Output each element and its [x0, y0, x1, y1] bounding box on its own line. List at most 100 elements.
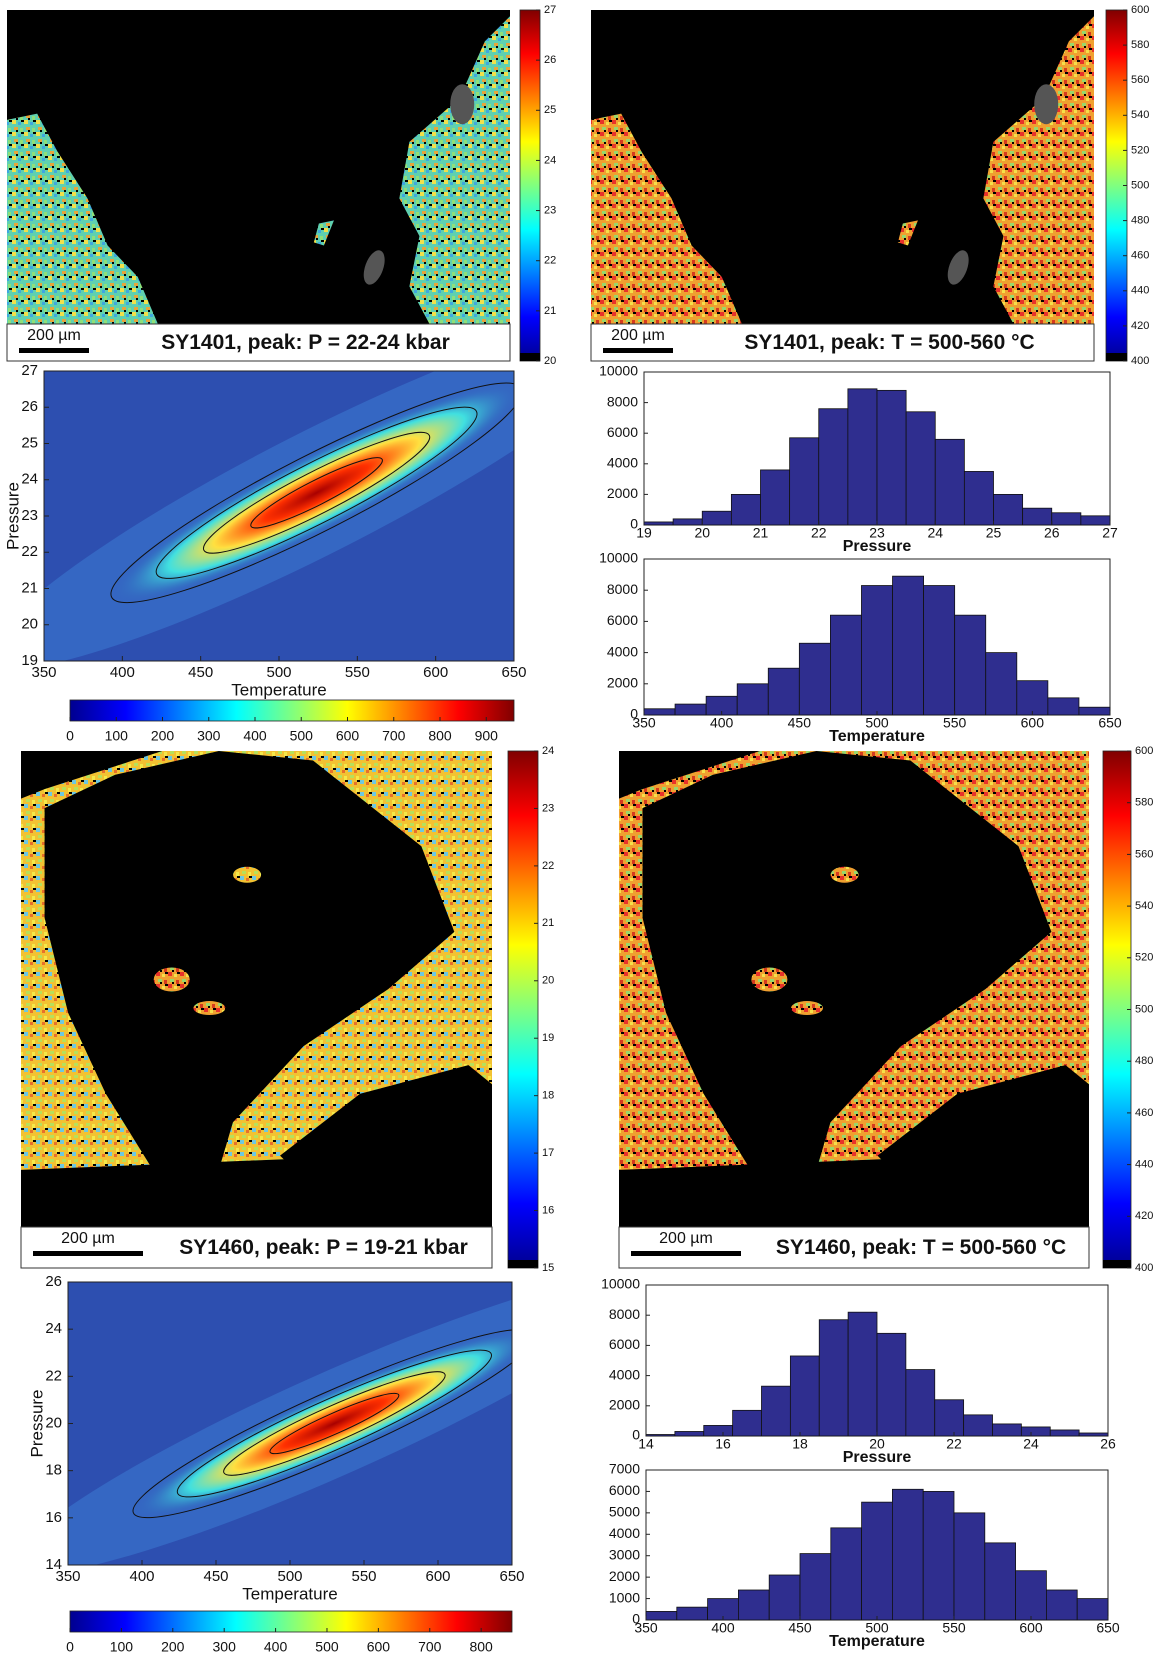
mineral-region	[399, 16, 510, 325]
scale-bar	[19, 348, 89, 353]
bar	[701, 510, 732, 526]
mineral-island	[830, 866, 859, 883]
x-tick-label: 26	[1044, 525, 1060, 541]
y-tick-label: 14	[45, 1556, 62, 1573]
bar	[760, 469, 791, 526]
y-tick-label: 20	[45, 1414, 62, 1431]
histogram-panel: 19 20 21 22 23 24 25 26 27 0 2000 4000 6000 8000 10000…	[599, 363, 1118, 556]
y-tick-label: 0	[632, 1427, 640, 1443]
colorbar-tick-label: 420	[1135, 1210, 1153, 1222]
x-tick-label: 400	[110, 664, 135, 681]
x-tick-label: 350	[634, 1620, 658, 1636]
y-tick-label: 0	[632, 1611, 640, 1627]
y-tick-label: 2000	[607, 675, 638, 691]
bar	[732, 1409, 762, 1437]
colorbar-tick-label: 600	[367, 1639, 391, 1655]
y-tick-label: 4000	[607, 455, 638, 471]
colorbar-tick-label: 400	[243, 728, 267, 744]
colorbar	[69, 1610, 513, 1633]
y-tick-label: 4000	[609, 1366, 640, 1382]
y-tick-label: 22	[21, 543, 38, 560]
colorbar-tick-label: 440	[1131, 285, 1149, 297]
map-caption: SY1460, peak: P = 19-21 kbar	[179, 1236, 468, 1259]
colorbar	[519, 9, 541, 362]
bar	[963, 1414, 993, 1437]
x-tick-label: 19	[636, 525, 652, 541]
colorbar-tick-label: 20	[542, 975, 554, 987]
mineral-island	[751, 967, 788, 992]
inclusion	[947, 250, 969, 285]
colorbar-tick-label: 480	[1131, 215, 1149, 227]
y-tick-label: 8000	[607, 393, 638, 409]
bar	[738, 1589, 770, 1621]
bar	[1047, 697, 1080, 716]
x-tick-label: 550	[351, 1568, 376, 1585]
y-tick-label: 27	[21, 362, 38, 379]
density	[68, 1282, 512, 1565]
y-tick-label: 10000	[599, 363, 638, 379]
caption-box	[20, 1226, 493, 1269]
bar	[963, 471, 994, 526]
bar	[861, 585, 893, 716]
bar	[736, 683, 769, 716]
x-tick-label: 22	[946, 1436, 962, 1452]
bar	[818, 408, 849, 526]
y-tick-label: 23	[21, 507, 38, 524]
colorbar-tick-label: 600	[1135, 745, 1153, 757]
x-tick-label: 600	[1021, 715, 1045, 731]
colorbar-tick-label: 520	[1135, 952, 1153, 964]
y-tick-label: 19	[21, 652, 38, 669]
x-tick-label: 450	[203, 1568, 228, 1585]
x-tick-label: 350	[55, 1568, 80, 1585]
bar	[892, 1488, 924, 1621]
bar	[676, 1606, 708, 1621]
scale-bar-label: 200 µm	[611, 327, 665, 344]
bar	[922, 1491, 955, 1621]
bar	[876, 1332, 907, 1437]
mineral-region	[983, 16, 1094, 325]
x-tick-label: 400	[129, 1568, 154, 1585]
y-tick-label: 5000	[609, 1504, 640, 1520]
y-tick-label: 0	[630, 516, 638, 532]
colorbar-tick-label: 580	[1131, 39, 1149, 51]
inclusion	[450, 84, 475, 125]
contour	[176, 1349, 492, 1498]
colorbar-tick-label: 600	[1131, 4, 1149, 16]
histogram-panel: 14 16 18 20 22 24 26 0 2000 4000 6000 8000 10000 Pres…	[601, 1276, 1116, 1467]
y-tick-label: 3000	[609, 1546, 640, 1562]
y-axis-label: Pressure	[27, 1389, 46, 1457]
y-tick-label: 2000	[607, 485, 638, 501]
contour	[202, 431, 431, 554]
bar	[1051, 512, 1082, 526]
x-tick-label: 20	[694, 525, 710, 541]
y-tick-label: 6000	[609, 1482, 640, 1498]
colorbar-tick-label: 21	[544, 305, 556, 317]
colorbar-tick-label: 100	[105, 728, 129, 744]
density-core	[132, 1329, 512, 1518]
y-tick-label: 26	[21, 398, 38, 415]
mineral-island	[193, 1001, 226, 1016]
bar	[1020, 1426, 1051, 1437]
x-axis-label: Pressure	[843, 538, 912, 555]
bar	[953, 1512, 986, 1621]
y-tick-label: 6000	[607, 612, 638, 628]
y-tick-label: 24	[21, 471, 38, 488]
colorbar-tick-label: 800	[428, 728, 452, 744]
colorbar-tick-label: 16	[542, 1204, 554, 1216]
bar	[861, 1501, 893, 1621]
y-tick-label: 4000	[607, 643, 638, 659]
x-tick-label: 600	[423, 664, 448, 681]
colorbar-tick-label: 200	[151, 728, 175, 744]
bar	[1015, 1570, 1047, 1621]
bar	[993, 493, 1024, 526]
bar	[876, 389, 907, 526]
y-tick-label: 20	[21, 616, 38, 633]
mineral-island	[153, 967, 190, 992]
colorbar	[69, 699, 515, 722]
colorbar-tick-label: 540	[1131, 109, 1149, 121]
bar	[674, 703, 707, 716]
contour	[250, 457, 383, 529]
colorbar-tick-label: 24	[542, 745, 554, 757]
x-tick-label: 450	[188, 664, 213, 681]
